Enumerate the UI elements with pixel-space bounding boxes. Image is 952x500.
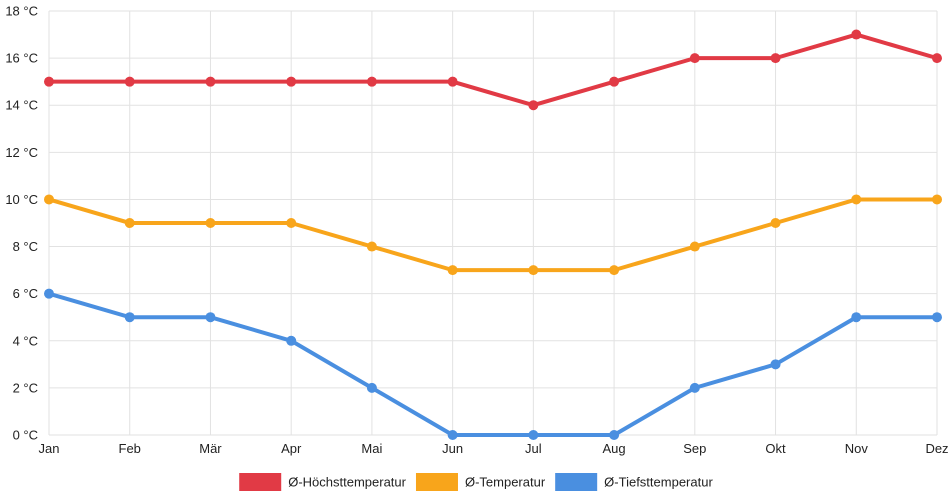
data-point[interactable]	[447, 265, 458, 276]
x-tick-label: Dez	[925, 441, 948, 456]
data-point[interactable]	[770, 359, 781, 370]
legend-item[interactable]: Ø-Höchsttemperatur	[239, 473, 407, 491]
data-point[interactable]	[44, 288, 54, 299]
data-point[interactable]	[689, 382, 700, 393]
x-tick-label: Aug	[603, 441, 626, 456]
x-tick-label: Okt	[765, 441, 786, 456]
x-tick-label: Mär	[199, 441, 222, 456]
legend-label: Ø-Temperatur	[465, 475, 546, 490]
series-line	[47, 291, 939, 437]
data-point[interactable]	[609, 430, 620, 440]
x-tick-label: Jan	[39, 441, 60, 456]
data-point[interactable]	[528, 100, 539, 111]
data-point[interactable]	[528, 430, 539, 440]
data-point[interactable]	[44, 194, 54, 205]
x-tick-label: Sep	[683, 441, 706, 456]
y-tick-label: 16 °C	[5, 51, 38, 66]
data-point[interactable]	[851, 194, 862, 205]
data-point[interactable]	[609, 76, 620, 87]
data-point[interactable]	[366, 76, 377, 87]
y-tick-label: 0 °C	[13, 428, 38, 443]
data-point[interactable]	[851, 29, 862, 40]
x-tick-label: Feb	[119, 441, 141, 456]
data-point[interactable]	[689, 241, 700, 252]
data-point[interactable]	[286, 335, 297, 346]
data-point[interactable]	[770, 53, 781, 64]
x-tick-label: Jul	[525, 441, 542, 456]
data-point[interactable]	[447, 430, 458, 440]
y-tick-label: 2 °C	[13, 380, 38, 395]
data-point[interactable]	[932, 53, 942, 64]
data-point[interactable]	[44, 76, 54, 87]
data-point[interactable]	[205, 76, 216, 87]
legend: Ø-Höchsttemperatur Ø-Temperatur Ø-Tiefstte…	[239, 473, 713, 491]
data-point[interactable]	[447, 76, 458, 87]
legend-swatch	[415, 473, 458, 491]
data-point[interactable]	[205, 312, 216, 323]
data-point[interactable]	[932, 312, 942, 323]
data-point[interactable]	[689, 53, 700, 64]
data-point[interactable]	[366, 241, 377, 252]
series-line	[47, 197, 939, 273]
y-tick-label: 12 °C	[5, 145, 38, 160]
y-tick-label: 10 °C	[5, 192, 38, 207]
x-tick-label: Mai	[361, 441, 382, 456]
series-layer	[44, 29, 942, 440]
data-point[interactable]	[286, 76, 297, 87]
data-point[interactable]	[205, 218, 216, 228]
legend-swatch	[239, 473, 282, 491]
series-line	[47, 32, 939, 108]
y-tick-label: 4 °C	[13, 333, 38, 348]
data-point[interactable]	[286, 218, 297, 228]
data-point[interactable]	[932, 194, 942, 205]
y-tick-label: 14 °C	[5, 98, 38, 113]
y-tick-label: 6 °C	[13, 286, 38, 301]
data-point[interactable]	[124, 218, 135, 228]
data-point[interactable]	[366, 382, 377, 393]
x-tick-label: Jun	[442, 441, 463, 456]
legend-item[interactable]: Ø-Tiefsttemperatur	[555, 473, 713, 491]
legend-label: Ø-Höchsttemperatur	[288, 475, 406, 490]
data-point[interactable]	[124, 312, 135, 323]
data-point[interactable]	[770, 218, 781, 228]
data-point[interactable]	[851, 312, 862, 323]
data-point[interactable]	[124, 76, 135, 87]
y-tick-label: 18 °C	[5, 4, 38, 19]
data-point[interactable]	[528, 265, 539, 276]
legend-label: Ø-Tiefsttemperatur	[604, 475, 713, 490]
legend-swatch	[555, 473, 598, 491]
x-tick-label: Nov	[845, 441, 869, 456]
x-tick-label: Apr	[281, 441, 302, 456]
y-axis-ticks: 0 °C 2 °C 4 °C 6 °C 8 °C 10 °C 12 °C 14 °C 16 °C…	[5, 4, 38, 443]
data-point[interactable]	[609, 265, 620, 276]
x-axis-ticks: Jan Feb Mär Apr Mai Jun Jul Aug Sep Okt Nov Dez	[39, 441, 949, 456]
legend-item[interactable]: Ø-Temperatur	[415, 473, 546, 491]
y-tick-label: 8 °C	[13, 239, 38, 254]
